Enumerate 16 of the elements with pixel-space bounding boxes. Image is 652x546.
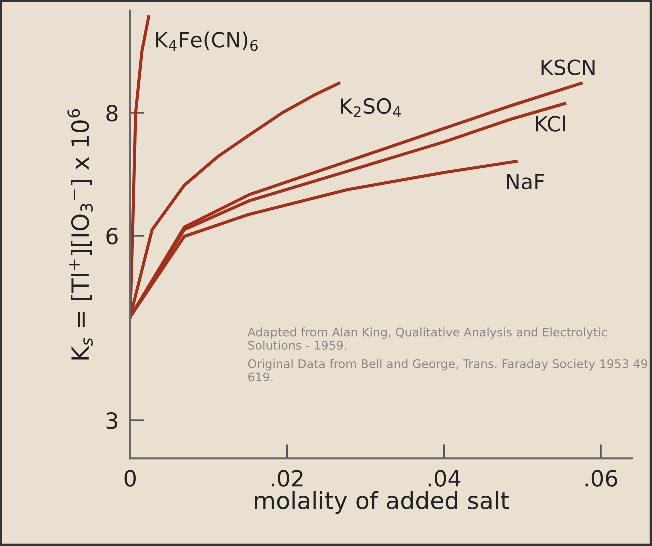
y-tick-label: 6: [106, 228, 118, 245]
x-tick-label: 0: [124, 470, 136, 487]
x-tick-label: .02: [272, 470, 303, 487]
text: K$_{s}$ = [Tl$^{+}$][IO$_{3}$$^{−}$] x 10$^{6}$: [68, 109, 94, 360]
series-label: K$_{4}$Fe(CN)$_{6}$: [156, 32, 258, 52]
series-label: KCl: [536, 116, 566, 132]
x-tick-label: .06: [586, 470, 618, 487]
series-label: K$_{2}$SO$_{4}$: [341, 98, 402, 118]
annotation: Adapted from Alan King, Qualitative Analysis and Electrolytic Solutions - 1959.: [248, 328, 608, 350]
y-tick-label: 8: [106, 104, 118, 122]
y-tick-label: 3: [106, 412, 118, 430]
series-label: KSCN: [542, 60, 595, 76]
x-axis-title: molality of added salt: [255, 491, 510, 514]
annotation: Original Data from Bell and George, Trans. Faraday Society 1953 49 619.: [248, 359, 648, 382]
x-tick-label: .04: [428, 470, 461, 487]
series-label: NaF: [507, 174, 544, 190]
